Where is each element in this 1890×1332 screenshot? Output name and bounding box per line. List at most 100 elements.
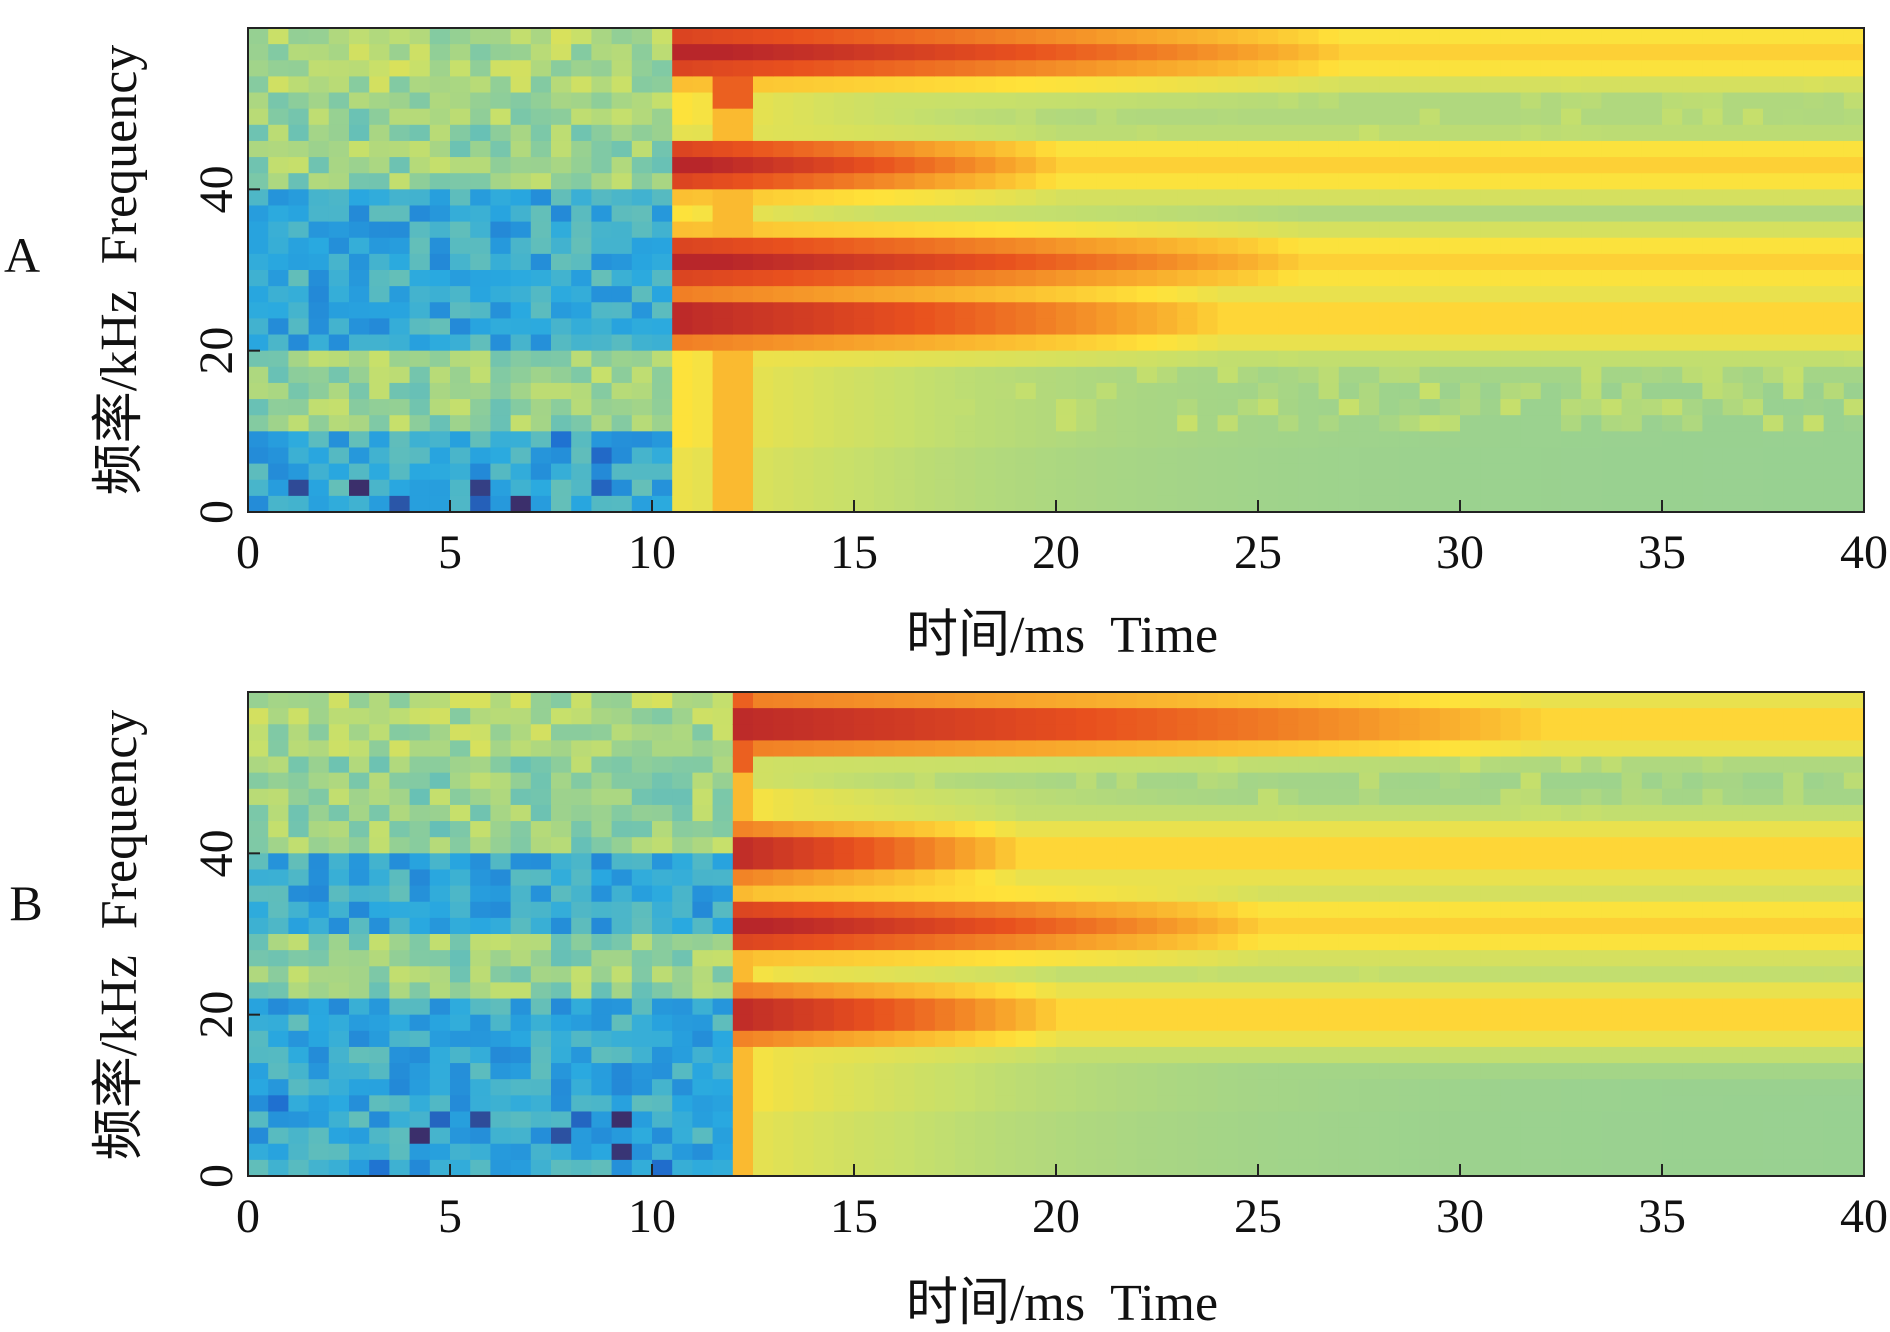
heatmap-cell — [874, 189, 895, 207]
heatmap-cell — [571, 885, 592, 903]
heatmap-cell — [652, 917, 673, 935]
heatmap-cell — [955, 447, 976, 465]
heatmap-cell — [1480, 869, 1501, 887]
heatmap-cell — [1096, 28, 1118, 45]
heatmap-cell — [429, 1046, 451, 1064]
heatmap-cell — [1823, 60, 1845, 77]
heatmap-cell — [773, 366, 794, 384]
heatmap-cell — [288, 804, 310, 822]
heatmap-cell — [1258, 1159, 1279, 1177]
heatmap-cell — [1641, 431, 1663, 449]
heatmap-cell — [1662, 286, 1683, 303]
heatmap-cell — [833, 740, 855, 758]
heatmap-cell — [1035, 1063, 1057, 1080]
heatmap-cell — [1035, 28, 1057, 45]
heatmap-cell — [854, 44, 875, 61]
heatmap-cell — [955, 415, 976, 432]
heatmap-cell — [1803, 399, 1825, 416]
heatmap-cell — [369, 140, 390, 158]
heatmap-cell — [1197, 205, 1219, 223]
heatmap-cell — [1561, 1079, 1582, 1096]
heatmap-cell — [1056, 885, 1077, 903]
heatmap-cell — [1500, 270, 1522, 287]
heatmap-cell — [591, 934, 613, 951]
heatmap-cell — [813, 334, 835, 352]
heatmap-cell — [1561, 740, 1582, 758]
heatmap-cell — [1298, 124, 1320, 142]
heatmap-cell — [510, 140, 532, 158]
heatmap-cell — [1621, 189, 1643, 207]
heatmap-cell — [288, 1159, 310, 1177]
heatmap-cell — [571, 495, 592, 513]
heatmap-cell — [409, 934, 431, 951]
heatmap-cell — [753, 447, 774, 465]
heatmap-cell — [672, 399, 693, 416]
heatmap-cell — [328, 740, 350, 758]
heatmap-cell — [1298, 302, 1320, 319]
heatmap-cell — [975, 253, 996, 271]
heatmap-cell — [955, 982, 976, 1000]
heatmap-cell — [1662, 479, 1683, 497]
heatmap-cell — [1662, 788, 1683, 806]
heatmap-cell — [1298, 837, 1320, 854]
heatmap-cell — [328, 447, 350, 465]
heatmap-cell — [1702, 157, 1724, 174]
heatmap-cell — [268, 869, 289, 887]
heatmap-cell — [1803, 479, 1825, 497]
heatmap-cell — [1419, 173, 1441, 190]
heatmap-cell — [773, 1063, 794, 1080]
heatmap-cell — [409, 205, 431, 223]
heatmap-cell — [1763, 1079, 1784, 1096]
heatmap-cell — [1157, 966, 1178, 983]
heatmap-cell — [813, 950, 835, 967]
heatmap-cell — [1298, 885, 1320, 903]
heatmap-cell — [1278, 917, 1299, 935]
heatmap-cell — [975, 1127, 996, 1145]
heatmap-cell — [712, 1159, 734, 1177]
heatmap-cell — [369, 1079, 390, 1096]
heatmap-cell — [530, 869, 552, 887]
heatmap-cell — [490, 286, 512, 303]
heatmap-cell — [490, 934, 512, 951]
heatmap-cell — [732, 740, 754, 758]
heatmap-cell — [510, 382, 532, 400]
heatmap-cell — [268, 399, 289, 416]
heatmap-cell — [1500, 447, 1522, 465]
heatmap-cell — [308, 76, 330, 94]
heatmap-cell — [773, 124, 794, 142]
heatmap-cell — [470, 1046, 491, 1064]
heatmap-cell — [1581, 1014, 1602, 1032]
heatmap-cell — [995, 92, 1017, 110]
heatmap-cell — [1823, 821, 1845, 838]
heatmap-cell — [1419, 772, 1441, 790]
heatmap-cell — [1318, 1127, 1340, 1145]
heatmap-cell — [914, 821, 936, 838]
heatmap-cell — [813, 982, 835, 1000]
heatmap-cell — [1480, 740, 1501, 758]
heatmap-cell — [571, 302, 592, 319]
heatmap-cell — [1662, 998, 1683, 1016]
heatmap-cell — [652, 950, 673, 967]
heatmap-cell — [631, 318, 653, 336]
heatmap-cell — [854, 1159, 875, 1177]
heatmap-cell — [551, 917, 572, 935]
heatmap-cell — [530, 966, 552, 983]
heatmap-cell — [1843, 1014, 1865, 1032]
heatmap-cell — [1460, 60, 1481, 77]
heatmap-cell — [652, 724, 673, 741]
heatmap-cell — [1278, 286, 1299, 303]
heatmap-cell — [349, 447, 370, 465]
heatmap-cell — [1460, 1111, 1481, 1129]
heatmap-cell — [328, 998, 350, 1016]
heatmap-cell — [854, 270, 875, 287]
heatmap-cell — [429, 788, 451, 806]
heatmap-cell — [389, 189, 411, 207]
heatmap-cell — [1460, 1159, 1481, 1177]
heatmap-cell — [369, 28, 390, 45]
heatmap-cell — [1258, 189, 1279, 207]
heatmap-cell — [712, 447, 734, 465]
heatmap-cell — [894, 479, 916, 497]
heatmap-cell — [1419, 821, 1441, 838]
heatmap-cell — [914, 788, 936, 806]
heatmap-cell — [874, 950, 895, 967]
